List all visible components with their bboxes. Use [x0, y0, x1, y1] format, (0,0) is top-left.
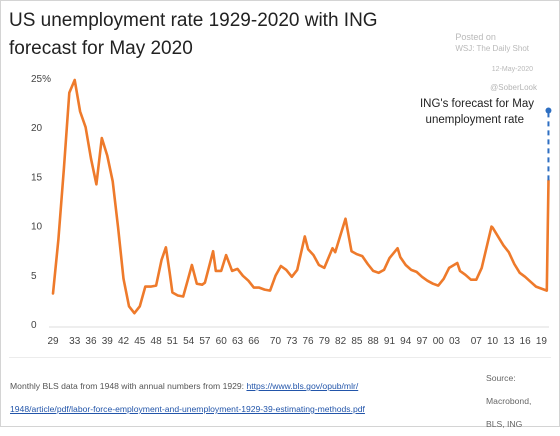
x-tick-label: 13 — [503, 336, 515, 347]
x-tick-label: 00 — [433, 336, 445, 347]
source-label: Source: — [486, 373, 516, 383]
posted-by-label: WSJ: The Daily Shot — [455, 44, 529, 53]
x-tick-label: 03 — [449, 336, 461, 347]
x-tick-label: 33 — [69, 336, 81, 347]
source-link-part1[interactable]: https://www.bls.gov/opub/mlr/ — [246, 381, 359, 391]
y-tick-label: 20 — [31, 123, 43, 134]
x-tick-label: 79 — [319, 336, 331, 347]
x-tick-label: 42 — [118, 336, 130, 347]
footnote: Monthly BLS data from 1948 with annual n… — [10, 375, 480, 421]
forecast-annotation-line1: ING's forecast for May — [420, 98, 534, 110]
forecast-point — [545, 107, 552, 114]
posted-on-label: Posted on — [455, 32, 496, 42]
y-tick-label: 0 — [31, 320, 37, 331]
x-tick-label: 29 — [47, 336, 59, 347]
x-tick-label: 39 — [102, 336, 114, 347]
x-tick-label: 16 — [520, 336, 532, 347]
x-tick-label: 91 — [384, 336, 396, 347]
footnote-text: Monthly BLS data from 1948 with annual n… — [10, 381, 247, 391]
footer-divider — [9, 357, 551, 358]
x-tick-label: 07 — [471, 336, 483, 347]
x-tick-label: 36 — [85, 336, 97, 347]
x-tick-label: 10 — [487, 336, 499, 347]
source-provider-2: BLS, ING — [486, 419, 523, 429]
x-tick-label: 82 — [335, 336, 347, 347]
forecast-annotation-line2: unemployment rate — [426, 114, 524, 126]
x-tick-label: 45 — [134, 336, 146, 347]
x-tick-label: 48 — [151, 336, 163, 347]
x-tick-label: 70 — [270, 336, 282, 347]
x-tick-label: 97 — [416, 336, 428, 347]
y-tick-label: 15 — [31, 172, 43, 183]
x-tick-label: 63 — [232, 336, 244, 347]
chart-area: 0 5 10 15 20 25% 29 33 36 39 42 45 48 51 54 57 60 63 66 70 7… — [1, 63, 560, 353]
x-tick-label: 19 — [536, 336, 548, 347]
x-tick-label: 76 — [302, 336, 314, 347]
y-tick-label: 10 — [31, 222, 43, 233]
x-tick-label: 94 — [400, 336, 412, 347]
source-provider-1: Macrobond, — [486, 396, 532, 406]
x-tick-label: 85 — [351, 336, 363, 347]
y-tick-label: 5 — [31, 271, 37, 282]
chart-title: US unemployment rate 1929-2020 with ING … — [9, 10, 378, 59]
posted-info: Posted on WSJ: The Daily Shot — [455, 31, 529, 55]
unemployment-chart: 0 5 10 15 20 25% 29 33 36 39 42 45 48 51 54 57 60 63 66 70 7… — [31, 74, 552, 347]
x-tick-label: 57 — [199, 336, 211, 347]
handle-watermark: @SoberLook — [490, 83, 538, 92]
x-tick-label: 66 — [248, 336, 260, 347]
posted-date: 12-May-2020 — [491, 66, 533, 73]
x-tick-label: 54 — [183, 336, 195, 347]
unemployment-line — [51, 78, 550, 315]
source-credit: Source: Macrobond, BLS, ING — [486, 367, 556, 436]
y-tick-label: 25% — [31, 74, 51, 85]
x-tick-label: 60 — [216, 336, 228, 347]
source-link-part2[interactable]: 1948/article/pdf/labor-force-employment-… — [10, 404, 365, 414]
x-tick-label: 51 — [167, 336, 179, 347]
x-tick-label: 88 — [368, 336, 380, 347]
x-tick-label: 73 — [286, 336, 298, 347]
